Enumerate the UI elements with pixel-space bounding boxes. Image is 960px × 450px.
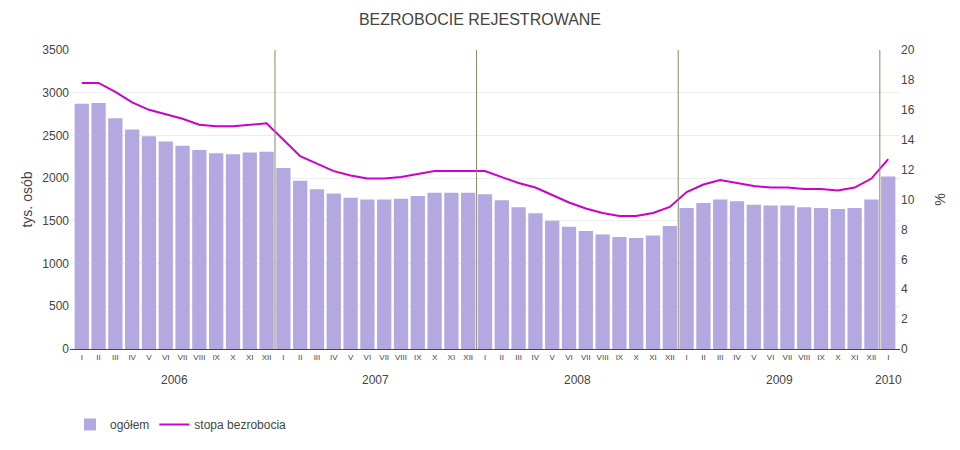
svg-text:20: 20 xyxy=(901,43,915,57)
svg-text:VII: VII xyxy=(581,353,591,362)
svg-text:XI: XI xyxy=(246,353,254,362)
svg-text:0: 0 xyxy=(62,342,69,356)
svg-text:XI: XI xyxy=(851,353,859,362)
svg-text:ogółem: ogółem xyxy=(110,418,149,432)
svg-text:I: I xyxy=(282,353,284,362)
svg-text:0: 0 xyxy=(901,342,908,356)
svg-text:IX: IX xyxy=(414,353,422,362)
svg-text:III: III xyxy=(515,353,522,362)
svg-text:3500: 3500 xyxy=(42,43,69,57)
svg-text:XII: XII xyxy=(867,353,877,362)
svg-text:II: II xyxy=(96,353,100,362)
svg-text:XII: XII xyxy=(262,353,272,362)
svg-text:VIII: VIII xyxy=(395,353,407,362)
svg-text:III: III xyxy=(717,353,724,362)
svg-text:IX: IX xyxy=(616,353,624,362)
svg-text:IX: IX xyxy=(817,353,825,362)
svg-text:III: III xyxy=(314,353,321,362)
svg-text:3000: 3000 xyxy=(42,86,69,100)
svg-text:1500: 1500 xyxy=(42,214,69,228)
svg-text:IV: IV xyxy=(733,353,741,362)
svg-text:2007: 2007 xyxy=(362,373,389,387)
svg-text:VI: VI xyxy=(767,353,775,362)
svg-text:14: 14 xyxy=(901,133,915,147)
svg-text:XII: XII xyxy=(665,353,675,362)
svg-text:2: 2 xyxy=(901,312,908,326)
svg-text:16: 16 xyxy=(901,103,915,117)
svg-text:X: X xyxy=(432,353,438,362)
svg-text:2500: 2500 xyxy=(42,129,69,143)
svg-text:6: 6 xyxy=(901,252,908,266)
svg-text:I: I xyxy=(887,353,889,362)
svg-text:8: 8 xyxy=(901,223,908,237)
svg-text:X: X xyxy=(634,353,640,362)
svg-text:BEZROBOCIE REJESTROWANE: BEZROBOCIE REJESTROWANE xyxy=(359,11,601,28)
svg-text:IV: IV xyxy=(330,353,338,362)
svg-text:%: % xyxy=(932,193,948,205)
svg-text:XI: XI xyxy=(649,353,657,362)
svg-text:V: V xyxy=(348,353,354,362)
svg-text:IX: IX xyxy=(212,353,220,362)
svg-text:VIII: VIII xyxy=(193,353,205,362)
svg-text:18: 18 xyxy=(901,73,915,87)
svg-text:2006: 2006 xyxy=(161,373,188,387)
svg-text:10: 10 xyxy=(901,193,915,207)
svg-text:V: V xyxy=(146,353,152,362)
svg-text:I: I xyxy=(484,353,486,362)
svg-text:500: 500 xyxy=(49,299,69,313)
svg-text:stopa bezrobocia: stopa bezrobocia xyxy=(194,418,286,432)
svg-text:VII: VII xyxy=(783,353,793,362)
svg-text:X: X xyxy=(835,353,841,362)
svg-text:12: 12 xyxy=(901,163,915,177)
svg-text:XI: XI xyxy=(448,353,456,362)
svg-text:IV: IV xyxy=(532,353,540,362)
svg-text:IV: IV xyxy=(128,353,136,362)
svg-text:V: V xyxy=(751,353,757,362)
svg-text:I: I xyxy=(686,353,688,362)
svg-text:II: II xyxy=(298,353,302,362)
svg-text:2008: 2008 xyxy=(564,373,591,387)
svg-text:4: 4 xyxy=(901,282,908,296)
svg-text:VIII: VIII xyxy=(597,353,609,362)
svg-text:2000: 2000 xyxy=(42,171,69,185)
svg-text:XII: XII xyxy=(463,353,473,362)
svg-text:2009: 2009 xyxy=(766,373,793,387)
svg-text:VI: VI xyxy=(364,353,372,362)
svg-text:VIII: VIII xyxy=(798,353,810,362)
svg-text:2010: 2010 xyxy=(875,373,902,387)
svg-text:VI: VI xyxy=(162,353,170,362)
svg-text:III: III xyxy=(112,353,119,362)
svg-text:VI: VI xyxy=(565,353,573,362)
svg-text:VII: VII xyxy=(379,353,389,362)
svg-text:tys. osób: tys. osób xyxy=(19,171,35,227)
svg-text:VII: VII xyxy=(178,353,188,362)
svg-text:II: II xyxy=(701,353,705,362)
svg-text:II: II xyxy=(500,353,504,362)
svg-text:X: X xyxy=(230,353,236,362)
svg-text:1000: 1000 xyxy=(42,257,69,271)
svg-text:I: I xyxy=(81,353,83,362)
svg-text:V: V xyxy=(550,353,556,362)
